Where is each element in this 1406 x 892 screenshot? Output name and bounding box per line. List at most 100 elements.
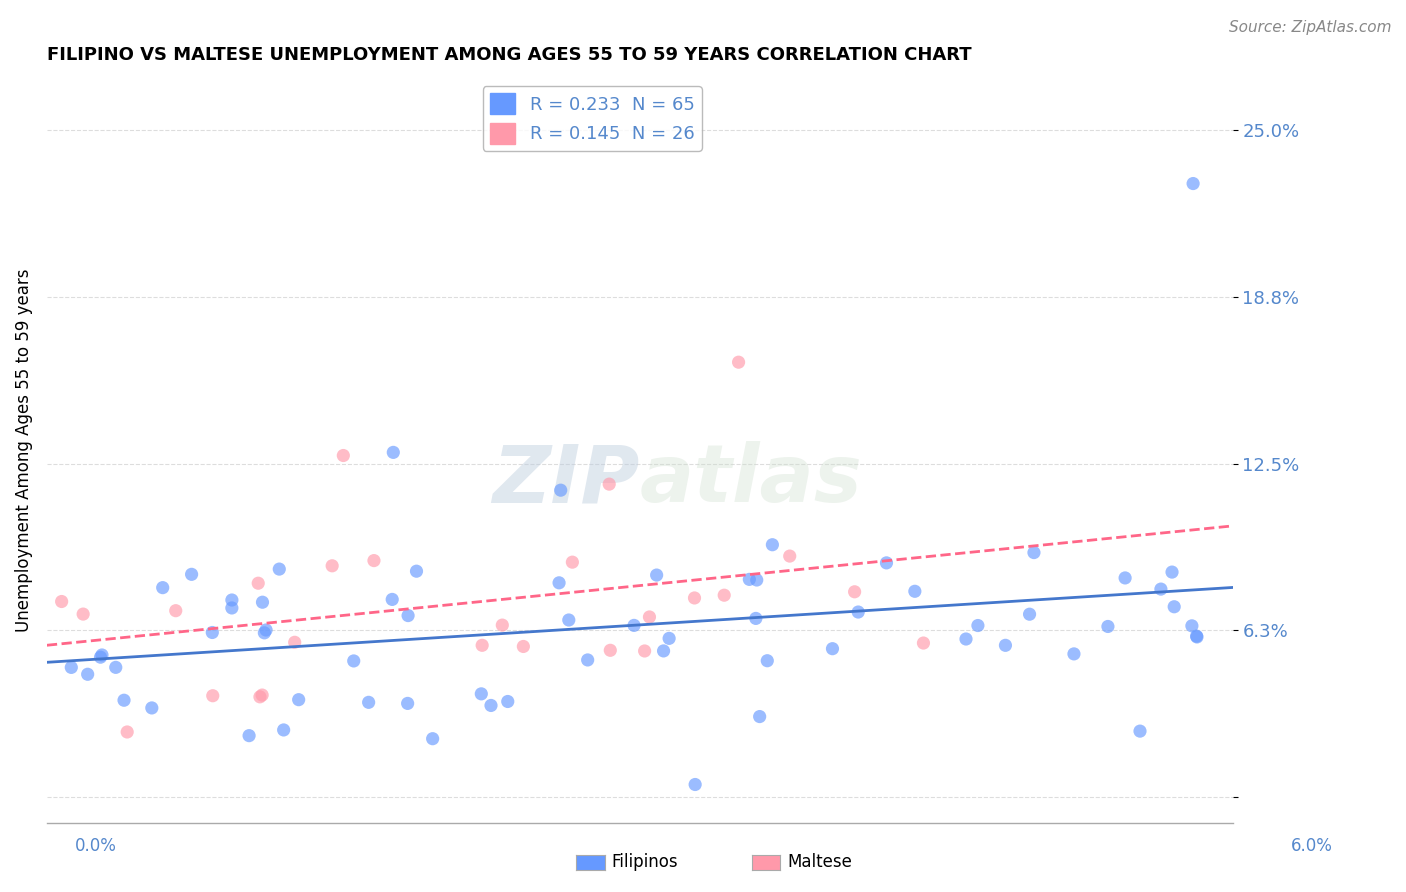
- Point: [779, 549, 801, 563]
- Point: [491, 618, 513, 632]
- Point: [76, 667, 98, 681]
- Point: [761, 538, 783, 552]
- Point: [249, 690, 271, 704]
- Point: [405, 564, 427, 578]
- Point: [550, 483, 572, 498]
- Point: [652, 644, 675, 658]
- Point: [844, 584, 866, 599]
- Point: [713, 588, 735, 602]
- Point: [471, 638, 494, 652]
- Point: [745, 573, 768, 587]
- Point: [287, 692, 309, 706]
- Point: [748, 709, 770, 723]
- Text: atlas: atlas: [640, 441, 862, 519]
- Point: [238, 729, 260, 743]
- Legend: R = 0.233  N = 65, R = 0.145  N = 26: R = 0.233 N = 65, R = 0.145 N = 26: [482, 86, 702, 151]
- Point: [967, 618, 990, 632]
- Point: [876, 556, 898, 570]
- Point: [561, 555, 583, 569]
- Point: [470, 687, 492, 701]
- Point: [558, 613, 581, 627]
- Point: [912, 636, 935, 650]
- Point: [382, 445, 405, 459]
- Point: [247, 576, 270, 591]
- Point: [254, 623, 277, 637]
- Text: Maltese: Maltese: [787, 853, 852, 871]
- Point: [512, 640, 534, 654]
- Point: [548, 575, 571, 590]
- Point: [1163, 599, 1185, 614]
- Point: [253, 625, 276, 640]
- Point: [1185, 630, 1208, 644]
- Point: [955, 632, 977, 646]
- Point: [104, 660, 127, 674]
- Text: ZIP: ZIP: [492, 441, 640, 519]
- Point: [1097, 619, 1119, 633]
- Point: [1161, 565, 1184, 579]
- Point: [112, 693, 135, 707]
- Point: [633, 644, 655, 658]
- Point: [1182, 177, 1205, 191]
- Point: [381, 592, 404, 607]
- Point: [72, 607, 94, 621]
- Point: [745, 611, 768, 625]
- Point: [598, 477, 620, 491]
- Point: [756, 654, 779, 668]
- Point: [638, 610, 661, 624]
- Point: [363, 553, 385, 567]
- Point: [623, 618, 645, 632]
- Point: [60, 660, 83, 674]
- Point: [396, 608, 419, 623]
- Point: [994, 638, 1017, 652]
- Point: [904, 584, 927, 599]
- Point: [357, 695, 380, 709]
- Point: [1114, 571, 1136, 585]
- Point: [141, 701, 163, 715]
- Point: [221, 601, 243, 615]
- Point: [1063, 647, 1085, 661]
- Point: [396, 697, 419, 711]
- Text: FILIPINO VS MALTESE UNEMPLOYMENT AMONG AGES 55 TO 59 YEARS CORRELATION CHART: FILIPINO VS MALTESE UNEMPLOYMENT AMONG A…: [46, 46, 972, 64]
- Point: [422, 731, 444, 746]
- Point: [658, 632, 681, 646]
- Point: [51, 594, 73, 608]
- Point: [576, 653, 599, 667]
- Point: [599, 643, 621, 657]
- Point: [683, 591, 706, 605]
- Point: [115, 725, 138, 739]
- Point: [645, 568, 668, 582]
- Point: [332, 449, 354, 463]
- Point: [1150, 582, 1173, 596]
- Text: Source: ZipAtlas.com: Source: ZipAtlas.com: [1229, 20, 1392, 35]
- Point: [1185, 629, 1208, 643]
- Point: [221, 593, 243, 607]
- Point: [1018, 607, 1040, 622]
- Point: [738, 573, 761, 587]
- Point: [152, 581, 174, 595]
- Point: [180, 567, 202, 582]
- Text: 6.0%: 6.0%: [1291, 837, 1333, 855]
- Point: [1129, 724, 1152, 739]
- Point: [91, 648, 114, 662]
- Text: 0.0%: 0.0%: [75, 837, 117, 855]
- Point: [201, 625, 224, 640]
- Point: [273, 723, 295, 737]
- Point: [727, 355, 749, 369]
- Point: [201, 689, 224, 703]
- Point: [846, 605, 869, 619]
- Point: [343, 654, 366, 668]
- Point: [89, 650, 111, 665]
- Point: [1022, 545, 1045, 559]
- Point: [496, 694, 519, 708]
- Text: Filipinos: Filipinos: [612, 853, 678, 871]
- Point: [321, 558, 343, 573]
- Point: [821, 641, 844, 656]
- Point: [269, 562, 291, 576]
- Point: [284, 635, 307, 649]
- Point: [1181, 619, 1204, 633]
- Point: [252, 595, 274, 609]
- Point: [250, 688, 273, 702]
- Y-axis label: Unemployment Among Ages 55 to 59 years: Unemployment Among Ages 55 to 59 years: [15, 268, 32, 632]
- Point: [683, 777, 706, 791]
- Point: [479, 698, 502, 713]
